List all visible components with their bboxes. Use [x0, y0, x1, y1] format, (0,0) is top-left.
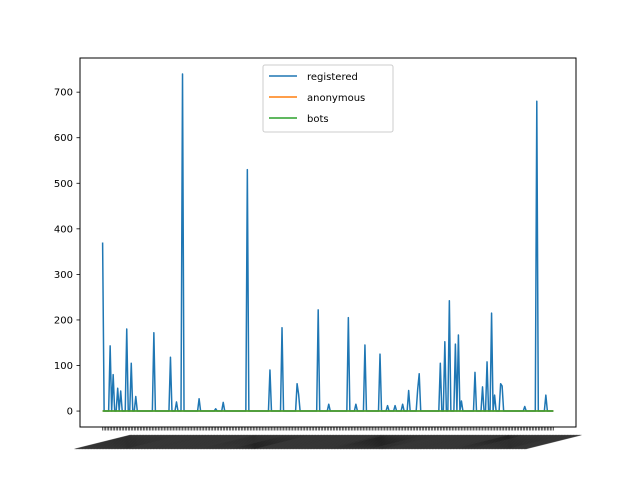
legend-label-bots: bots [307, 114, 329, 125]
y-tick-label: 300 [54, 270, 73, 281]
legend-box [262, 64, 394, 133]
y-axis: 0 100 200 300 400 500 600 700 [54, 88, 80, 418]
axes-frame [79, 57, 577, 428]
x-tick-label-band [74, 434, 582, 450]
y-tick-label: 100 [54, 361, 73, 372]
y-tick-label: 400 [54, 224, 73, 235]
y-tick-label: 0 [67, 407, 73, 418]
y-tick-label: 500 [54, 179, 73, 190]
x-axis [74, 427, 582, 450]
legend-label-anonymous: anonymous [307, 93, 365, 104]
series-layer [101, 73, 554, 412]
legend-label-registered: registered [307, 72, 358, 83]
legend: registered anonymous bots [262, 64, 394, 133]
y-tick-label: 700 [54, 88, 73, 99]
y-tick-label: 600 [54, 133, 73, 144]
y-tick-label: 200 [54, 315, 73, 326]
